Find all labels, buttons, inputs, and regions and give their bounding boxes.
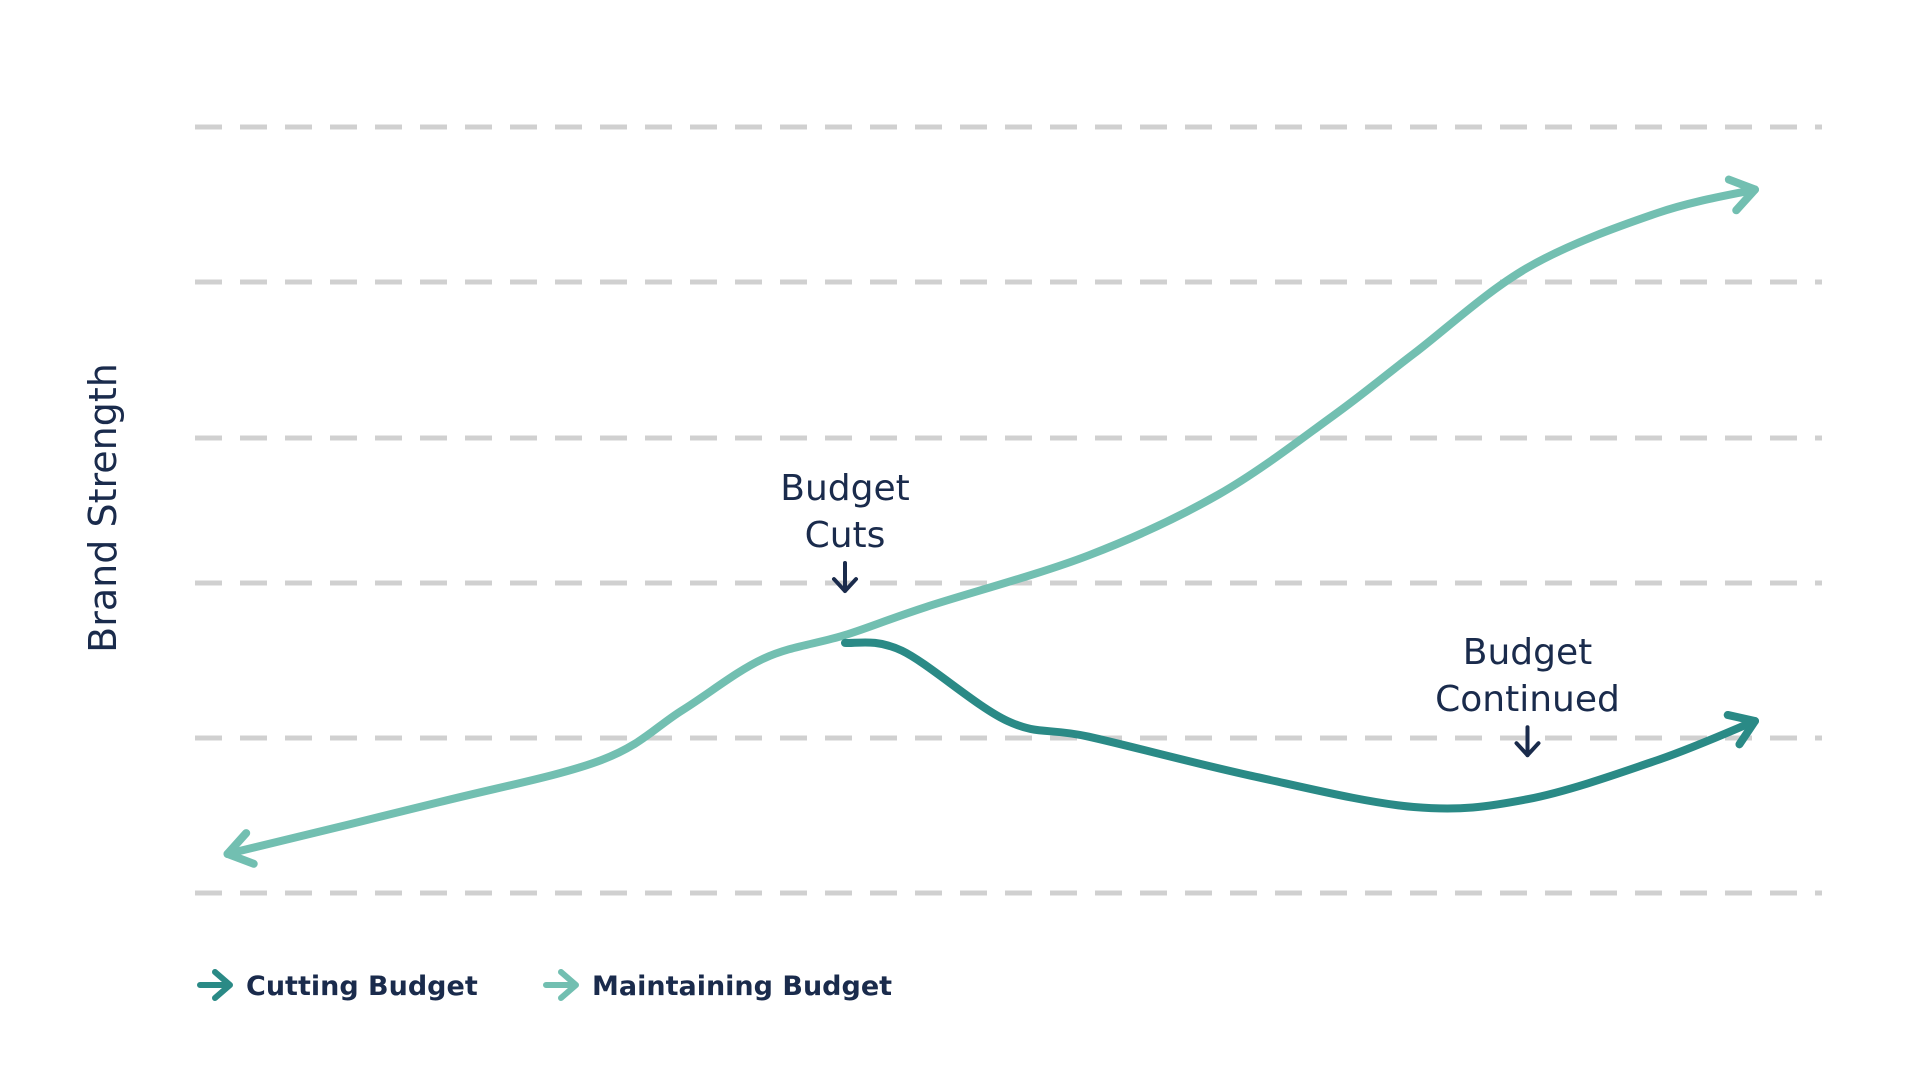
annotations: Budget Cuts Budget Continued <box>780 468 1620 758</box>
annotation-text-2: Budget Continued <box>1435 632 1620 720</box>
annotation-2: Budget Continued <box>1435 632 1620 758</box>
annotation-line: Budget <box>1463 632 1592 673</box>
arrowhead-start-maintaining-budget <box>223 829 258 868</box>
annotation-line: Budget <box>780 468 909 509</box>
gridlines <box>195 124 1822 896</box>
arrowhead-end-cutting-budget <box>1723 710 1759 749</box>
legend-label-maintaining: Maintaining Budget <box>592 971 892 1002</box>
annotation-1: Budget Cuts <box>780 468 910 594</box>
annotation-text-1: Budget Cuts <box>780 468 909 556</box>
y-axis-label: Brand Strength <box>81 363 125 653</box>
arrowhead-end-maintaining-budget <box>1724 175 1759 215</box>
series-lines <box>223 175 1759 868</box>
line-maintaining-budget <box>223 185 1759 858</box>
series-cutting-budget <box>841 638 1759 813</box>
legend-label-cutting: Cutting Budget <box>246 971 478 1002</box>
legend-arrow-icon-maintaining <box>543 969 579 1001</box>
legend-item-cutting: Cutting Budget <box>197 969 478 1002</box>
down-arrow-icon <box>1514 725 1541 758</box>
down-arrow-icon <box>832 561 858 594</box>
legend: Cutting Budget Maintaining Budget <box>197 969 892 1002</box>
legend-item-maintaining: Maintaining Budget <box>543 969 892 1002</box>
series-maintaining-budget <box>223 175 1759 868</box>
line-cutting-budget <box>841 638 1759 813</box>
legend-arrow-icon-cutting <box>197 969 233 1001</box>
annotation-line: Cuts <box>805 515 886 556</box>
annotation-line: Continued <box>1435 679 1620 720</box>
